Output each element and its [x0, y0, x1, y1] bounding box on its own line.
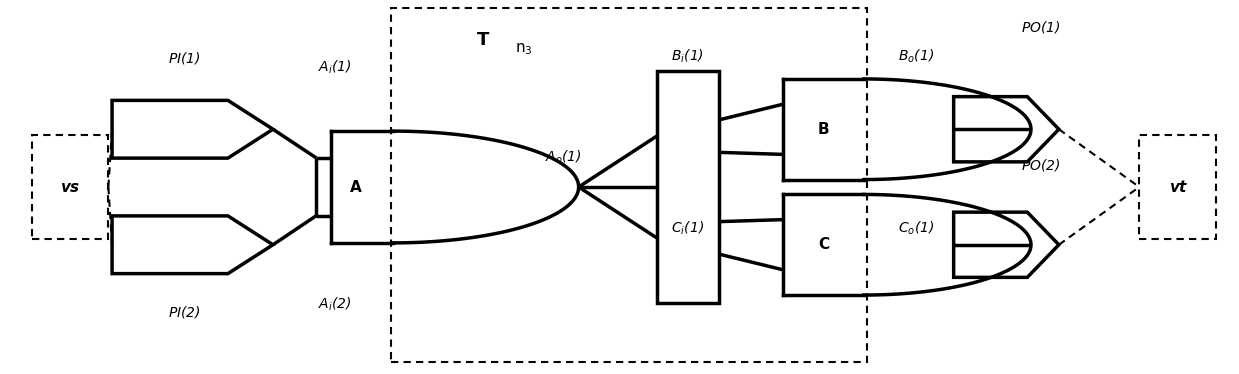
Text: $B_o$(1): $B_o$(1)	[898, 48, 934, 65]
Text: vs: vs	[61, 180, 79, 194]
Text: $C_i$(1): $C_i$(1)	[672, 219, 704, 237]
Bar	[657, 71, 719, 303]
Text: $A_i$(1): $A_i$(1)	[318, 59, 352, 76]
Bar	[390, 8, 867, 362]
Polygon shape	[112, 100, 273, 158]
Text: $PO$(1): $PO$(1)	[1021, 19, 1061, 35]
Text: $\mathrm{n_3}$: $\mathrm{n_3}$	[515, 42, 533, 57]
Text: $PO$(2): $PO$(2)	[1021, 157, 1061, 173]
Text: A: A	[349, 180, 362, 194]
Text: $A_o$(1): $A_o$(1)	[545, 148, 582, 166]
Polygon shape	[954, 212, 1059, 278]
Text: $\mathbf{T}$: $\mathbf{T}$	[476, 31, 491, 49]
Text: $PI$(2): $PI$(2)	[167, 304, 201, 320]
Text: B: B	[818, 122, 830, 137]
Text: C: C	[818, 237, 829, 252]
Text: $PI$(1): $PI$(1)	[167, 50, 201, 67]
Bar	[32, 135, 108, 239]
Polygon shape	[954, 96, 1059, 162]
Text: vt: vt	[1170, 180, 1186, 194]
Text: $C_o$(1): $C_o$(1)	[898, 219, 934, 237]
Polygon shape	[112, 216, 273, 274]
Bar	[1140, 135, 1215, 239]
Text: $B_i$(1): $B_i$(1)	[672, 48, 704, 65]
Text: $A_i$(2): $A_i$(2)	[318, 296, 352, 313]
